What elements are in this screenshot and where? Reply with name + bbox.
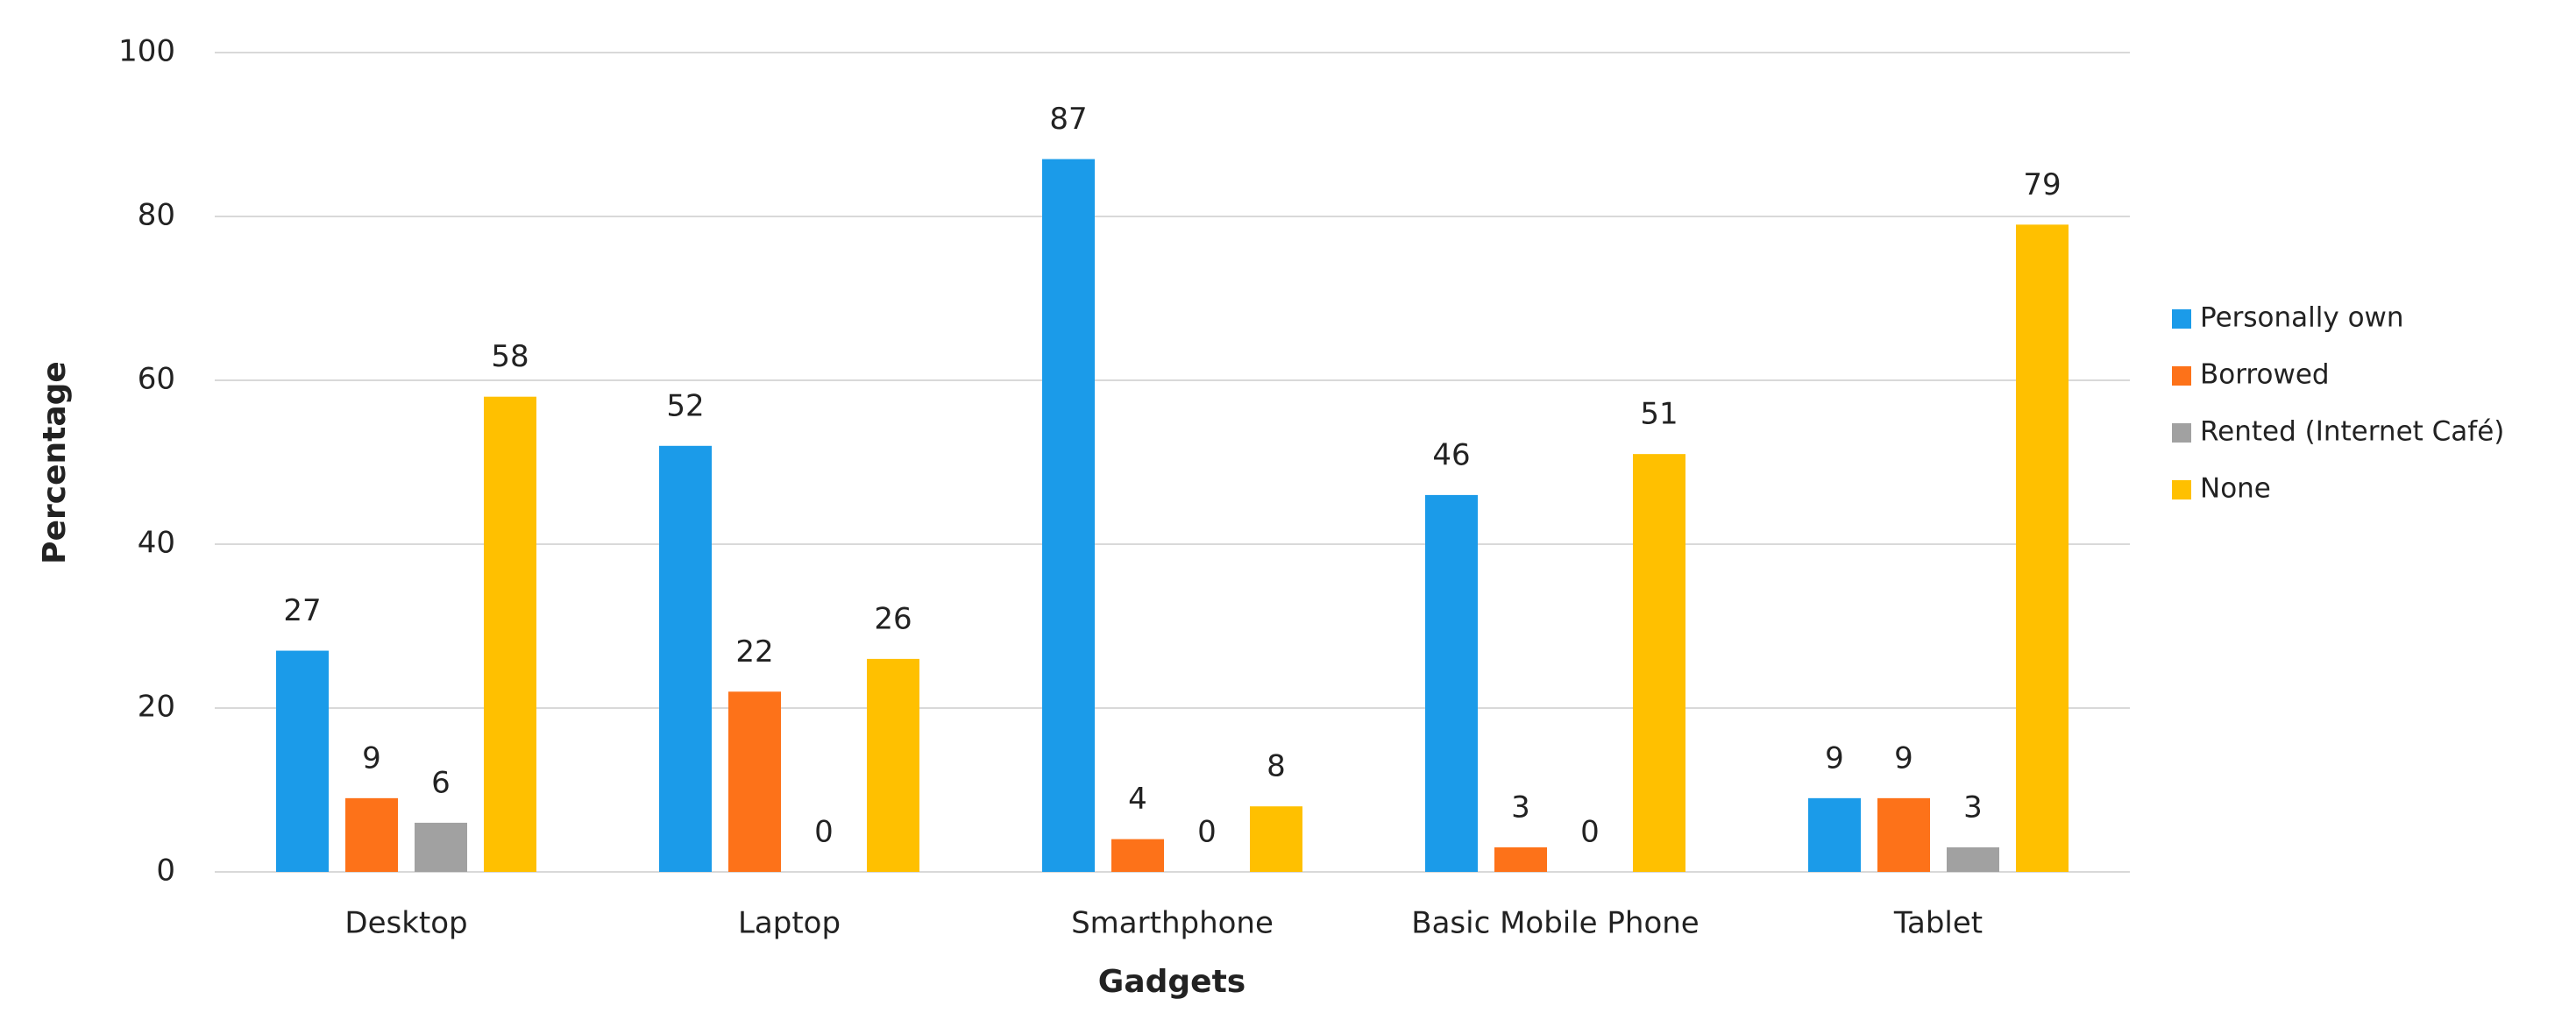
bar (345, 797, 398, 872)
value-label: 4 (1128, 782, 1147, 817)
bar (1042, 159, 1095, 873)
x-tick-label: Laptop (738, 906, 841, 941)
bar (1808, 797, 1861, 872)
bar (276, 650, 329, 872)
value-label: 58 (491, 339, 529, 374)
y-axis-title: Percentage (37, 361, 73, 564)
legend-label: Personally own (2200, 302, 2404, 334)
legend-swatch (2172, 480, 2191, 499)
legend-swatch (2172, 309, 2191, 329)
value-label: 87 (1049, 102, 1087, 137)
bar (728, 691, 781, 872)
y-tick-label: 0 (156, 854, 175, 889)
value-label: 26 (874, 601, 912, 636)
bar (1877, 797, 1930, 872)
x-tick-label: Smarthphone (1071, 906, 1274, 941)
legend-label: Rented (Internet Café) (2200, 416, 2504, 448)
bar (415, 822, 467, 872)
bar (1250, 806, 1302, 872)
value-label: 51 (1640, 397, 1678, 432)
x-tick-label: Desktop (344, 906, 467, 941)
bar (1425, 494, 1478, 872)
value-label: 9 (1894, 740, 1913, 776)
bar (659, 445, 712, 872)
value-label: 0 (1580, 815, 1600, 850)
value-label: 22 (735, 634, 773, 669)
y-tick-label: 80 (138, 198, 175, 233)
y-tick-label: 20 (138, 690, 175, 725)
value-label: 52 (666, 388, 704, 423)
value-label: 3 (1963, 790, 1983, 825)
bar (867, 658, 919, 872)
value-label: 0 (814, 815, 834, 850)
y-tick-label: 100 (118, 34, 175, 69)
bar (1947, 846, 1999, 872)
bar (1494, 846, 1547, 872)
legend-label: None (2200, 473, 2271, 505)
bar (1111, 839, 1164, 872)
value-label: 46 (1432, 437, 1470, 472)
y-tick-label: 40 (138, 526, 175, 561)
value-label: 27 (283, 593, 321, 628)
y-tick-label: 60 (138, 362, 175, 397)
x-tick-label: Basic Mobile Phone (1411, 906, 1699, 941)
legend-swatch (2172, 423, 2191, 443)
legend-label: Borrowed (2200, 359, 2330, 391)
x-tick-label: Tablet (1893, 906, 1983, 941)
x-axis-title: Gadgets (1098, 964, 1245, 1000)
value-label: 0 (1197, 815, 1217, 850)
bar (1633, 454, 1685, 872)
value-label: 6 (431, 765, 451, 800)
value-label: 8 (1267, 749, 1286, 784)
value-label: 9 (362, 740, 381, 776)
value-label: 9 (1825, 740, 1844, 776)
value-label: 3 (1511, 790, 1530, 825)
legend-swatch (2172, 366, 2191, 386)
bar (484, 396, 536, 872)
value-label: 79 (2023, 167, 2061, 202)
bar (2016, 224, 2069, 873)
